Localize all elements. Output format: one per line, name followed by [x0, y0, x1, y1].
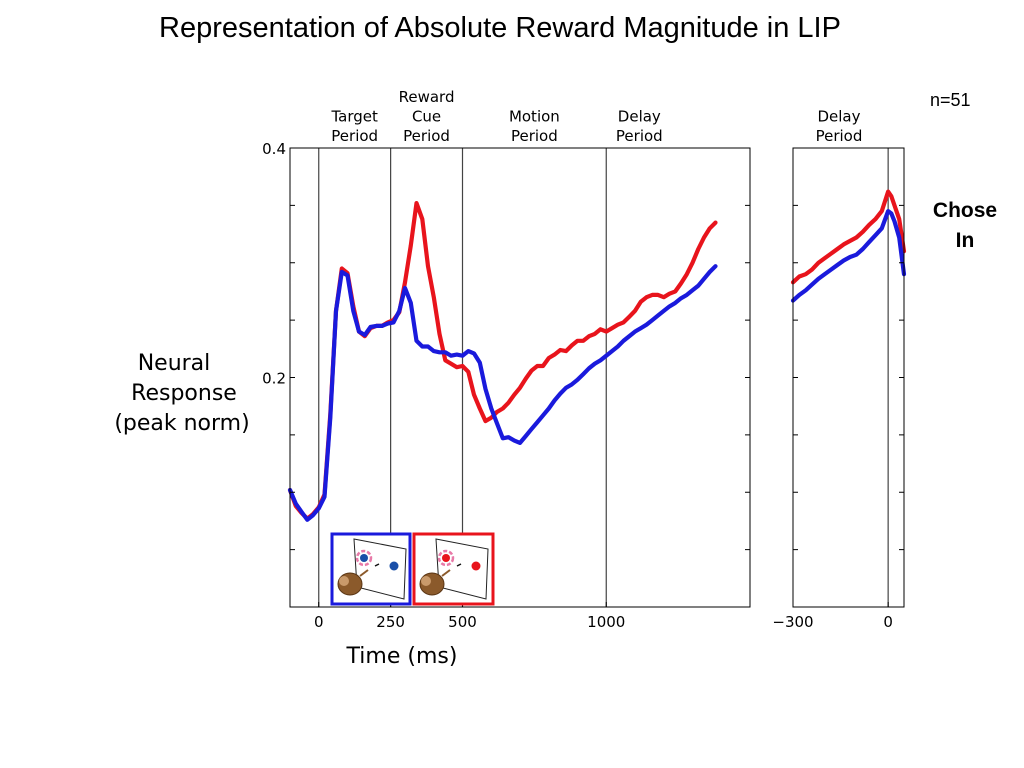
screen-panel	[435, 538, 489, 600]
choice-ring	[355, 549, 373, 567]
target-dot	[360, 554, 368, 562]
epoch-label: Motion	[509, 108, 560, 126]
x-tick-label: −300	[772, 613, 813, 631]
series-line-high-reward	[287, 201, 718, 521]
monkey-face-icon	[421, 576, 431, 586]
slide-title: Representation of Absolute Reward Magnit…	[159, 12, 841, 44]
monkey-arm-icon	[441, 569, 451, 577]
epoch-label: Cue	[412, 108, 441, 126]
x-tick-label: 1000	[587, 613, 625, 631]
series-line-high-reward	[790, 189, 907, 285]
fixation-mark	[374, 563, 380, 567]
y-tick-label: 0.4	[262, 140, 286, 158]
y-axis-label: Neural	[138, 351, 211, 376]
monkey-face-icon	[339, 576, 349, 586]
panel-1	[287, 147, 751, 608]
monkey-arm-icon	[359, 569, 369, 577]
epoch-label: Delay	[618, 108, 661, 126]
epoch-label: Reward	[399, 88, 455, 106]
series-line-low-reward	[287, 264, 718, 522]
fixation-mark	[456, 563, 462, 567]
epoch-label: Period	[331, 127, 378, 145]
panel-2	[790, 147, 907, 608]
sample-size-label: n=51	[930, 90, 971, 110]
epoch-label: Period	[616, 127, 663, 145]
epoch-label: Period	[511, 127, 558, 145]
epoch-label: Delay	[817, 108, 860, 126]
condition-label-line-2: In	[955, 229, 975, 252]
y-axis-label: (peak norm)	[114, 411, 249, 436]
x-tick-label: 500	[448, 613, 477, 631]
target-dot	[442, 554, 450, 562]
target-dot	[389, 561, 399, 571]
epoch-label: Target	[330, 108, 378, 126]
condition-label-line-1: Chose	[932, 199, 998, 222]
condition-label: Chose In	[918, 196, 1012, 256]
screen-panel	[353, 538, 407, 600]
x-tick-label: 250	[376, 613, 405, 631]
task-schematic-inset	[330, 532, 412, 606]
y-tick-label: 0.2	[262, 370, 286, 388]
epoch-label: Period	[403, 127, 450, 145]
x-tick-label: 0	[314, 613, 324, 631]
choice-ring	[437, 549, 455, 567]
epoch-label: Period	[816, 127, 863, 145]
x-axis-label: Time (ms)	[346, 644, 458, 669]
target-dot	[471, 561, 481, 571]
task-schematic-inset	[412, 532, 495, 606]
y-axis-label: Response	[131, 381, 237, 406]
x-tick-label: 0	[883, 613, 893, 631]
series-line-low-reward	[790, 209, 907, 303]
